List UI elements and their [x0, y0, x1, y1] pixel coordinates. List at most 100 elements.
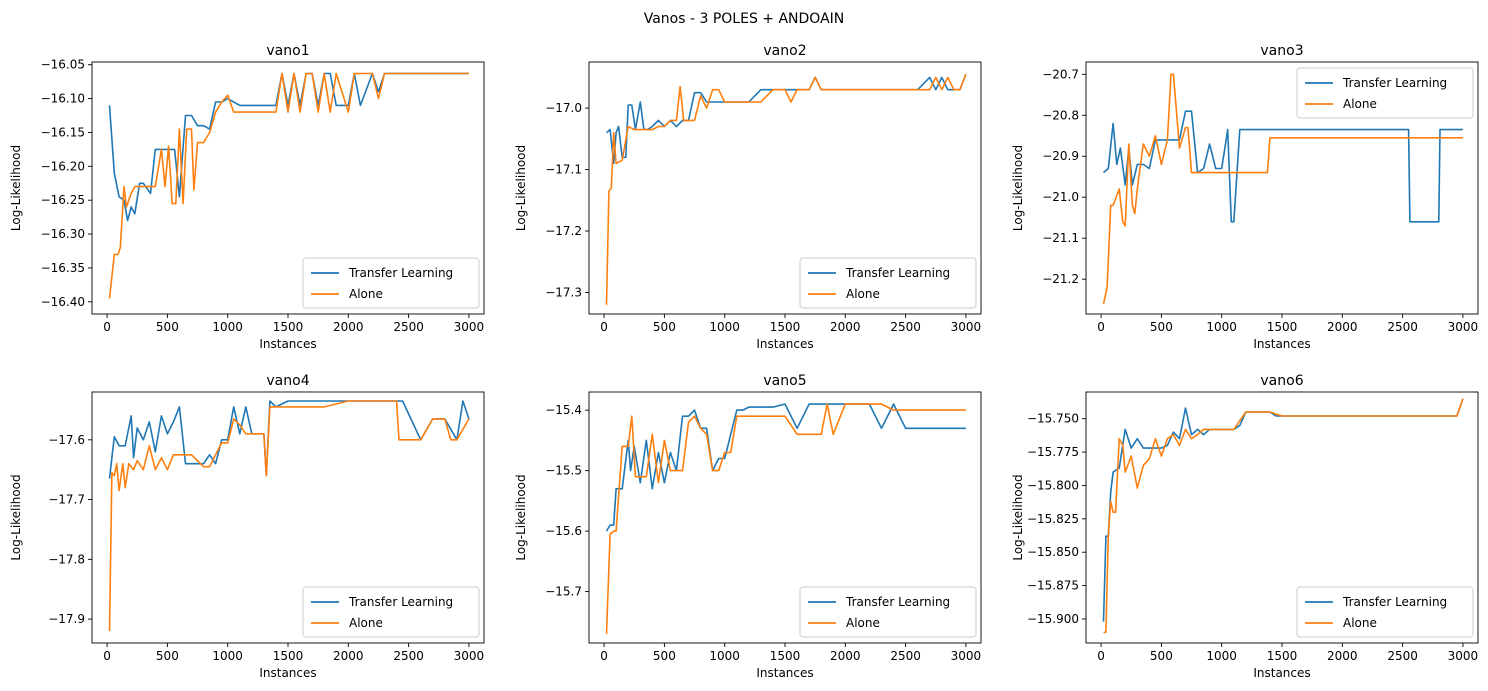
legend: Transfer Learning Alone: [1296, 586, 1474, 638]
x-tick-label: 1000: [212, 320, 243, 334]
subplot-title: vano1: [266, 43, 309, 59]
y-axis-label: Log-Likelihood: [514, 474, 528, 560]
x-axis-label: Instances: [756, 337, 813, 351]
y-tick-label: −16.05: [41, 58, 85, 72]
y-tick-label: −15.775: [1027, 445, 1079, 459]
series-line-alone: [605, 403, 966, 634]
y-tick-label: −15.750: [1027, 412, 1079, 426]
y-tick-label: −15.850: [1027, 545, 1079, 559]
x-tick-label: 500: [156, 320, 179, 334]
y-axis-label: Log-Likelihood: [1011, 474, 1025, 560]
x-axis-label: Instances: [1253, 337, 1310, 351]
x-tick-label: 1000: [212, 649, 243, 663]
x-tick-label: 1500: [1267, 649, 1298, 663]
x-tick-label: 3000: [1448, 320, 1479, 334]
x-tick-label: 500: [1150, 320, 1173, 334]
x-tick-label: 2500: [1387, 649, 1418, 663]
legend: Transfer Learning Alone: [799, 586, 977, 638]
y-tick-label: −16.25: [41, 193, 85, 207]
x-tick-label: 2000: [333, 649, 364, 663]
x-tick-label: 3000: [951, 649, 982, 663]
legend: Transfer Learning Alone: [799, 257, 977, 309]
y-tick-label: −17.0: [545, 101, 582, 115]
y-tick-label: −16.10: [41, 92, 85, 106]
y-tick-label: −17.8: [48, 552, 85, 566]
legend: Transfer Learning Alone: [1296, 67, 1474, 119]
legend-box: [799, 586, 977, 638]
x-tick-label: 1500: [273, 649, 304, 663]
legend-label: Transfer Learning: [348, 266, 453, 280]
figure-suptitle: Vanos - 3 POLES + ANDOAIN: [644, 11, 845, 27]
series-line-alone: [1102, 73, 1463, 304]
series-line-alone: [605, 74, 967, 305]
series-line-alone: [108, 72, 469, 299]
x-tick-label: 1500: [273, 320, 304, 334]
x-tick-label: 2000: [830, 649, 861, 663]
x-tick-label: 2500: [890, 320, 921, 334]
legend-box: [1296, 67, 1474, 119]
y-tick-label: −15.875: [1027, 579, 1079, 593]
legend: Transfer Learning Alone: [302, 586, 480, 638]
y-tick-label: −16.35: [41, 261, 85, 275]
legend-box: [302, 257, 480, 309]
series-line-transfer-learning: [1102, 110, 1463, 223]
x-tick-label: 2000: [830, 320, 861, 334]
subplot-3: vano3 0 500 1000 1500 2000 2500 3000 −21.2 −21.1 −…: [1011, 43, 1479, 351]
x-tick-label: 0: [1097, 649, 1105, 663]
y-axis-label: Log-Likelihood: [9, 474, 23, 560]
y-tick-label: −17.1: [545, 163, 582, 177]
series-line-transfer-learning: [108, 72, 469, 222]
x-tick-label: 2500: [1387, 320, 1418, 334]
subplot-title: vano3: [1260, 43, 1303, 59]
subplot-4: vano4 0 500 1000 1500 2000 2500 3000 −17.9 −17.8 −…: [9, 373, 485, 680]
legend-label: Transfer Learning: [348, 595, 453, 609]
legend: Transfer Learning Alone: [302, 257, 480, 309]
x-tick-label: 1000: [1206, 649, 1237, 663]
y-tick-label: −15.4: [545, 403, 582, 417]
subplot-title: vano4: [266, 373, 309, 389]
x-tick-label: 0: [600, 320, 608, 334]
series-line-alone: [108, 400, 470, 632]
y-tick-label: −21.0: [1042, 190, 1079, 204]
y-tick-label: −16.40: [41, 295, 85, 309]
x-tick-label: 1000: [709, 320, 740, 334]
y-axis-label: Log-Likelihood: [9, 145, 23, 231]
x-axis-label: Instances: [259, 666, 316, 680]
x-tick-label: 2000: [1327, 320, 1358, 334]
y-axis-label: Log-Likelihood: [514, 145, 528, 231]
subplot-6: vano6 0 500 1000 1500 2000 2500 3000 −15.900 −15.…: [1011, 373, 1479, 680]
legend-box: [302, 586, 480, 638]
x-tick-label: 500: [653, 320, 676, 334]
legend-box: [799, 257, 977, 309]
subplot-title: vano5: [763, 373, 806, 389]
subplot-title: vano2: [763, 43, 806, 59]
y-tick-label: −15.5: [545, 464, 582, 478]
y-tick-label: −17.9: [48, 612, 85, 626]
x-tick-label: 3000: [454, 320, 485, 334]
y-tick-label: −21.1: [1042, 231, 1079, 245]
y-tick-label: −16.20: [41, 159, 85, 173]
x-tick-label: 0: [600, 649, 608, 663]
legend-label: Alone: [846, 287, 880, 301]
legend-label: Alone: [1343, 97, 1377, 111]
y-tick-label: −16.30: [41, 227, 85, 241]
y-tick-label: −16.15: [41, 125, 85, 139]
subplot-5: vano5 0 500 1000 1500 2000 2500 3000 −15.7 −15.6 −…: [514, 373, 982, 680]
x-tick-label: 1500: [1267, 320, 1298, 334]
y-tick-label: −15.825: [1027, 512, 1079, 526]
y-tick-label: −17.3: [545, 285, 582, 299]
legend-label: Alone: [349, 616, 383, 630]
y-tick-label: −20.7: [1042, 67, 1079, 81]
legend-box: [1296, 586, 1474, 638]
subplot-1: vano1 0 500 1000 1500 2000 2500 3000 −16.40 −16.3…: [9, 43, 485, 351]
legend-label: Transfer Learning: [1342, 595, 1447, 609]
x-tick-label: 2500: [890, 649, 921, 663]
x-tick-label: 2500: [393, 320, 424, 334]
legend-label: Alone: [1343, 616, 1377, 630]
y-tick-label: −20.9: [1042, 149, 1079, 163]
y-tick-label: −15.900: [1027, 612, 1079, 626]
x-tick-label: 0: [103, 649, 111, 663]
y-tick-label: −20.8: [1042, 108, 1079, 122]
x-tick-label: 3000: [951, 320, 982, 334]
